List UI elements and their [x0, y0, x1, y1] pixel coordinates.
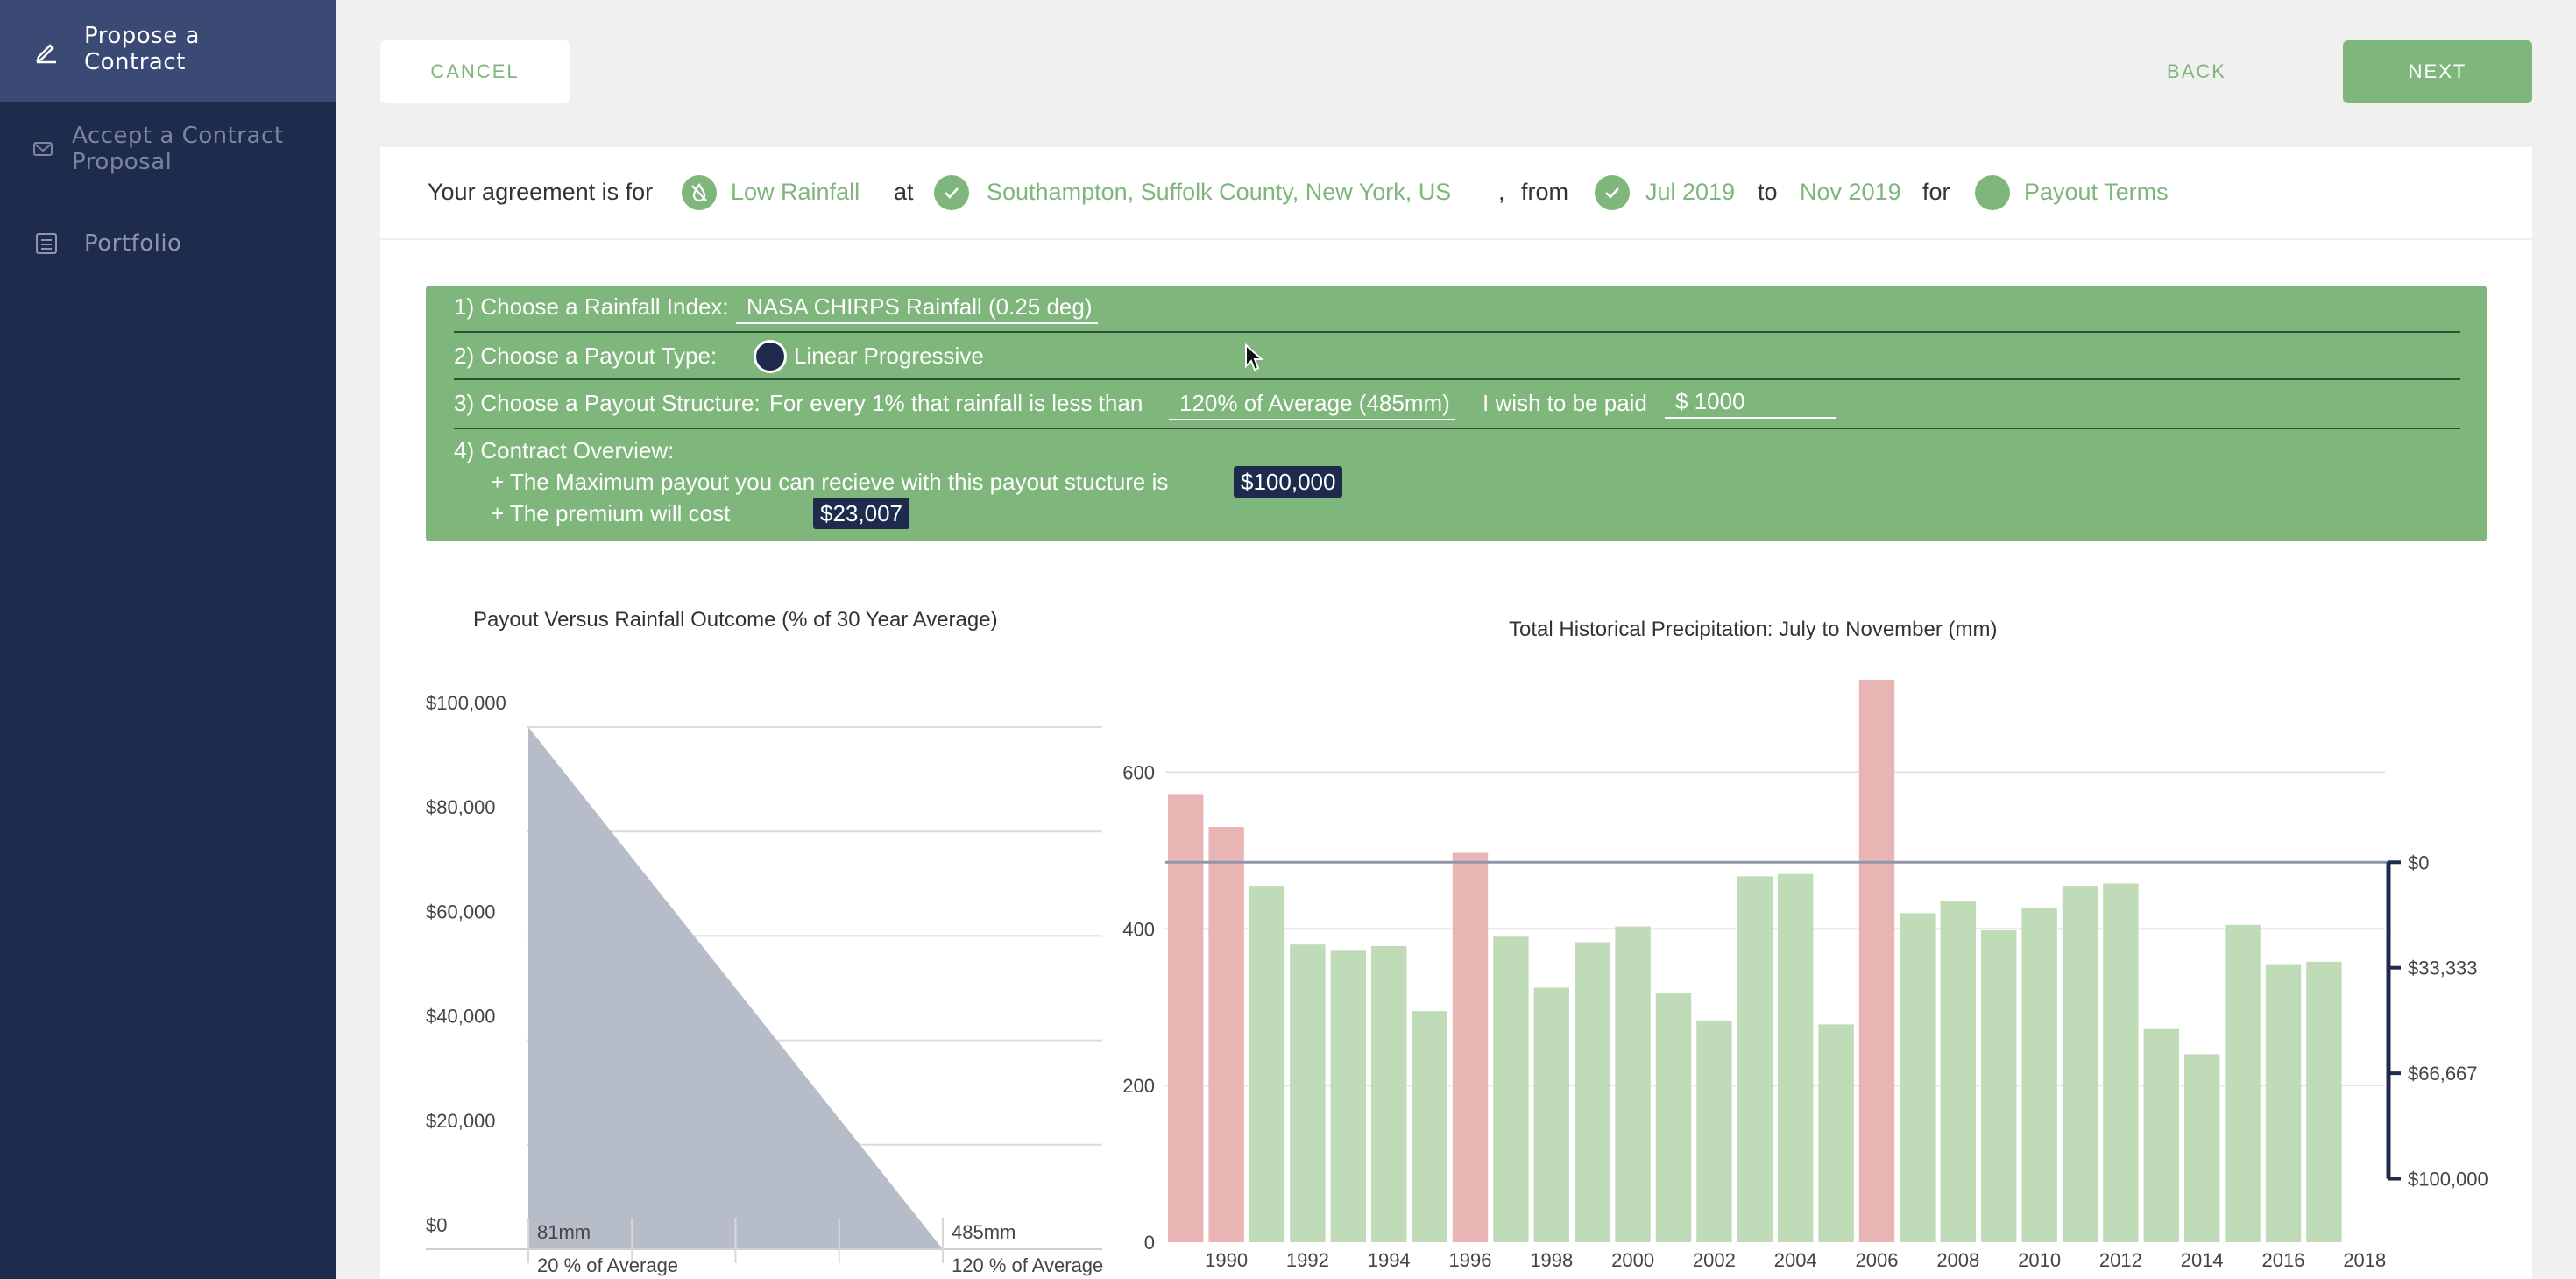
payout-type-value: Linear Progressive	[794, 343, 984, 369]
pencil-icon	[33, 38, 60, 64]
payout-type-radio[interactable]	[754, 340, 787, 373]
sidebar-item-label: Accept a Contract Proposal	[72, 123, 284, 175]
mouse-cursor-icon	[1245, 343, 1264, 371]
summary-event-link[interactable]: Low Rainfall	[731, 179, 860, 205]
summary-at: at	[894, 179, 914, 205]
sidebar-item-portfolio[interactable]: Portfolio	[0, 219, 336, 268]
summary-from: from	[1521, 179, 1568, 205]
summary-intro: Your agreement is for	[428, 179, 654, 205]
sidebar: Propose a Contract Accept a Contract Pro…	[0, 0, 336, 1279]
sidebar-item-propose-contract[interactable]: Propose a Contract	[0, 0, 336, 102]
max-payout-text: + The Maximum payout you can recieve wit…	[491, 469, 1169, 495]
summary-location-link[interactable]: Southampton, Suffolk County, New York, U…	[987, 179, 1452, 205]
divider	[454, 378, 2460, 380]
payout-terms-form: 1) Choose a Rainfall Index: NASA CHIRPS …	[426, 286, 2487, 541]
summary-comma: ,	[1498, 179, 1505, 205]
divider	[454, 331, 2460, 333]
payout-type-label: 2) Choose a Payout Type:	[454, 343, 718, 369]
status-dot-icon	[1975, 175, 2010, 210]
sidebar-item-accept-proposal[interactable]: Accept a Contract Proposal	[0, 114, 336, 184]
rainfall-index-select[interactable]: NASA CHIRPS Rainfall (0.25 deg)	[736, 293, 1098, 324]
agreement-summary: Your agreement is for Low Rainfall at So…	[380, 147, 2532, 240]
check-icon	[934, 175, 969, 210]
summary-start-date-link[interactable]: Jul 2019	[1645, 179, 1736, 205]
cancel-button[interactable]: CANCEL	[380, 40, 570, 103]
summary-for: for	[1922, 179, 1950, 205]
sidebar-item-label: Portfolio	[84, 230, 182, 257]
structure-label: 3) Choose a Payout Structure:	[454, 390, 761, 416]
premium-badge: $23,007	[813, 498, 909, 529]
summary-to: to	[1758, 179, 1778, 205]
list-document-icon	[33, 230, 60, 257]
payout-amount-input[interactable]: $ 1000	[1665, 387, 1836, 419]
index-label: 1) Choose a Rainfall Index:	[454, 293, 729, 320]
envelope-icon	[30, 136, 56, 162]
threshold-select[interactable]: 120% of Average (485mm)	[1169, 389, 1455, 420]
structure-text: For every 1% that rainfall is less than	[769, 390, 1143, 416]
summary-end-date-link[interactable]: Nov 2019	[1800, 179, 1901, 205]
divider	[454, 428, 2460, 429]
premium-text: + The premium will cost	[491, 500, 731, 526]
contract-card: Your agreement is for Low Rainfall at So…	[380, 147, 2532, 1279]
summary-terms-link[interactable]: Payout Terms	[2024, 179, 2169, 205]
overview-label: 4) Contract Overview:	[454, 437, 675, 463]
sidebar-item-label: Propose a Contract	[84, 23, 200, 75]
max-payout-badge: $100,000	[1234, 466, 1343, 498]
next-button[interactable]: NEXT	[2343, 40, 2532, 103]
paid-text: I wish to be paid	[1483, 390, 1647, 416]
check-icon	[1595, 175, 1630, 210]
back-button[interactable]: BACK	[2167, 60, 2226, 82]
precip-chart-title: Total Historical Precipitation: July to …	[1509, 618, 1998, 641]
no-rain-icon	[682, 175, 717, 210]
payout-chart-title: Payout Versus Rainfall Outcome (% of 30 …	[473, 608, 998, 632]
